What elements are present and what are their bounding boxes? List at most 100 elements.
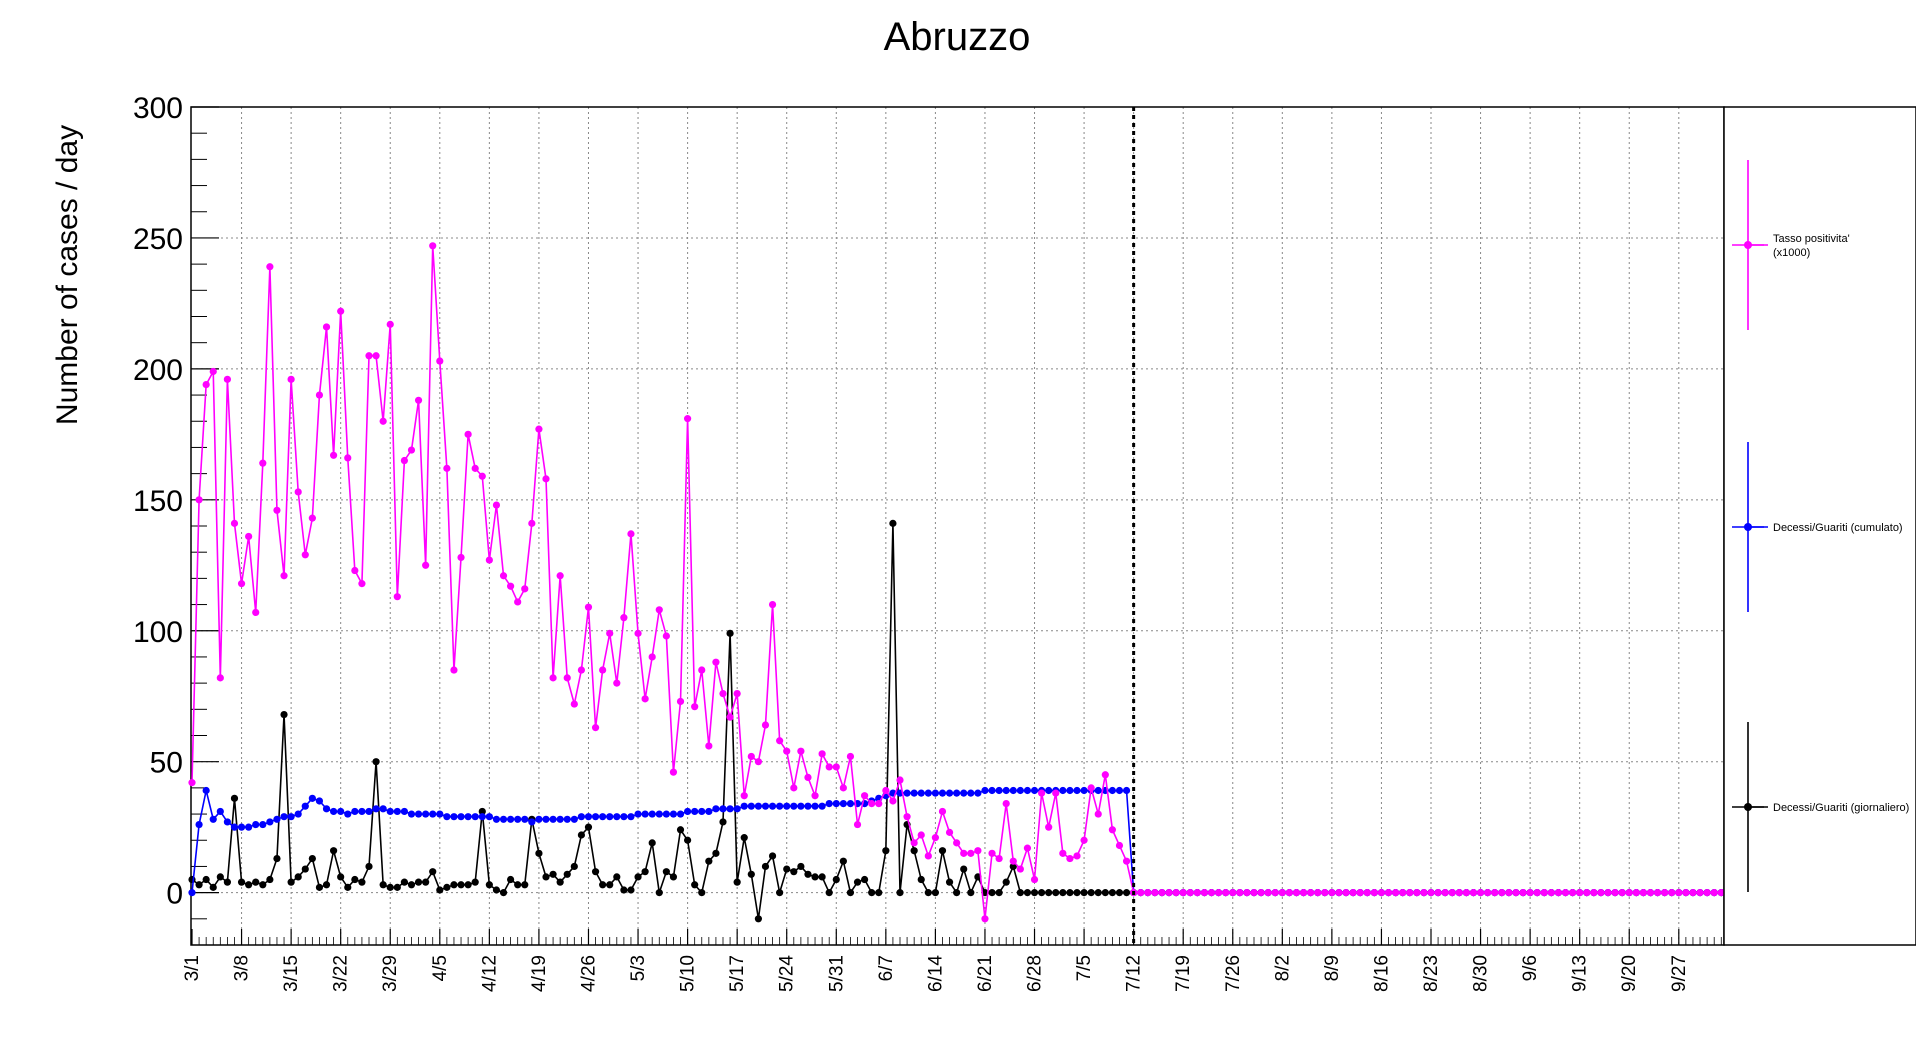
series-line (191, 245, 1757, 919)
data-point (1377, 889, 1386, 897)
data-point (1710, 889, 1718, 897)
x-tick-label: 9/6 (1520, 955, 1541, 981)
y-tick-label: 50 (150, 747, 183, 780)
data-point (1469, 889, 1478, 897)
data-point (457, 881, 465, 889)
x-tick-label: 6/7 (876, 955, 897, 981)
data-point (924, 889, 932, 897)
data-point (407, 881, 416, 889)
data-point (195, 496, 203, 504)
data-point (322, 323, 331, 331)
data-point (1257, 889, 1265, 897)
data-point (761, 802, 770, 810)
data-point (591, 724, 600, 732)
data-point (627, 530, 635, 538)
data-point (712, 849, 720, 857)
data-point (733, 878, 741, 886)
data-point (761, 721, 770, 729)
data-point (1299, 889, 1308, 897)
x-tick-label: 9/13 (1570, 955, 1591, 992)
data-point (634, 873, 642, 881)
data-point (273, 854, 281, 863)
data-point (910, 789, 918, 797)
data-point (280, 813, 288, 821)
data-point (846, 889, 855, 897)
data-point (422, 878, 430, 886)
data-point (641, 868, 649, 876)
data-point (896, 776, 904, 784)
data-point (252, 820, 260, 829)
data-point (832, 799, 840, 808)
data-point (1066, 889, 1074, 897)
data-point (358, 580, 366, 588)
data-point (1115, 889, 1124, 897)
data-point (790, 802, 798, 810)
data-point (868, 799, 876, 808)
data-point (1498, 889, 1506, 897)
data-point (676, 826, 685, 834)
data-point (245, 823, 253, 831)
data-point (245, 881, 253, 889)
data-point (294, 873, 302, 881)
data-point (379, 805, 387, 813)
data-point (945, 828, 954, 836)
x-tick-label: 8/16 (1371, 955, 1392, 992)
x-tick-label: 6/21 (975, 955, 996, 992)
data-point (407, 446, 416, 454)
data-point (1066, 854, 1074, 863)
data-point (1356, 889, 1364, 897)
data-point (712, 658, 720, 666)
data-point (337, 307, 345, 315)
data-point (1363, 889, 1371, 897)
data-point (747, 802, 755, 810)
data-point (216, 873, 224, 881)
data-point (436, 886, 444, 894)
data-point (1002, 786, 1010, 795)
data-point (1696, 889, 1704, 897)
data-point (1045, 786, 1053, 795)
data-point (719, 805, 727, 813)
data-point (230, 823, 239, 831)
data-point (861, 875, 869, 884)
data-point (747, 752, 755, 761)
data-point (768, 802, 777, 810)
data-point (1285, 889, 1293, 897)
data-point (726, 805, 734, 813)
data-point (514, 598, 522, 606)
data-point (1505, 889, 1513, 897)
data-point (535, 849, 543, 857)
data-point (811, 873, 819, 881)
data-point (464, 813, 472, 821)
data-point (492, 501, 501, 509)
data-point (1243, 889, 1251, 897)
data-point (684, 415, 692, 423)
data-point (252, 608, 260, 617)
data-point (422, 810, 430, 818)
data-point (1526, 889, 1534, 897)
data-point (839, 784, 847, 792)
data-point (910, 839, 918, 847)
data-point (492, 886, 501, 894)
data-point (938, 807, 947, 816)
data-point (337, 873, 345, 881)
data-point (988, 849, 996, 857)
data-point (485, 881, 493, 889)
data-point (301, 551, 309, 559)
data-point (761, 862, 770, 871)
legend-label: Tasso positivita' (1773, 233, 1850, 245)
data-point (917, 875, 925, 884)
data-point (429, 868, 437, 876)
data-point (1625, 889, 1633, 897)
y-tick-label: 200 (133, 354, 183, 387)
data-point (917, 789, 925, 797)
data-point (606, 881, 614, 889)
data-point (606, 629, 614, 637)
data-point (365, 862, 373, 871)
data-point (613, 813, 621, 821)
x-tick-label: 8/30 (1471, 955, 1492, 992)
data-point (230, 794, 239, 802)
data-point (1030, 889, 1039, 897)
x-tick-label: 3/8 (232, 955, 253, 981)
data-point (521, 881, 529, 889)
data-point (1094, 786, 1102, 795)
